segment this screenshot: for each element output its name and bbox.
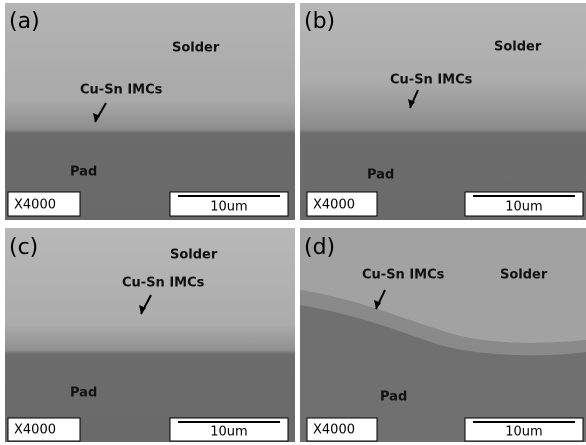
solder-label: Solder xyxy=(500,268,548,283)
scale-label: 10um xyxy=(505,425,542,440)
scale-label: 10um xyxy=(505,200,542,215)
solder-label: Solder xyxy=(494,40,542,55)
magnification: X4000 xyxy=(14,198,56,213)
panel-label: (a) xyxy=(9,9,40,34)
pad-label: Pad xyxy=(367,168,394,183)
panel-c: (c) Solder Cu-Sn IMCs Pad X4000 10um xyxy=(5,228,295,442)
panel-label: (d) xyxy=(304,235,335,260)
pad-label: Pad xyxy=(70,386,97,401)
panel-label: (c) xyxy=(9,235,38,260)
pad-label: Pad xyxy=(380,390,407,405)
panel-d: (d) Solder Cu-Sn IMCs Pad X4000 10um xyxy=(300,228,586,442)
magnification: X4000 xyxy=(313,423,355,438)
pad-label: Pad xyxy=(70,165,97,180)
panel-a: (a) Solder Cu-Sn IMCs Pad X4000 10um xyxy=(5,3,295,220)
solder-label: Solder xyxy=(170,248,218,263)
figure: (a) Solder Cu-Sn IMCs Pad X4000 10um (b)… xyxy=(0,0,586,445)
micrograph xyxy=(300,3,586,220)
magnification: X4000 xyxy=(313,198,355,213)
micrograph xyxy=(5,228,295,442)
imc-label: Cu-Sn IMCs xyxy=(80,83,163,98)
solder-label: Solder xyxy=(172,41,220,56)
scale-label: 10um xyxy=(210,425,247,440)
imc-label: Cu-Sn IMCs xyxy=(122,276,205,291)
panel-label: (b) xyxy=(304,9,335,34)
magnification: X4000 xyxy=(14,423,56,438)
imc-label: Cu-Sn IMCs xyxy=(390,73,473,88)
imc-label: Cu-Sn IMCs xyxy=(362,268,445,283)
panel-b: (b) Solder Cu-Sn IMCs Pad X4000 10um xyxy=(300,3,586,220)
micrograph xyxy=(5,3,295,220)
scale-label: 10um xyxy=(210,200,247,215)
